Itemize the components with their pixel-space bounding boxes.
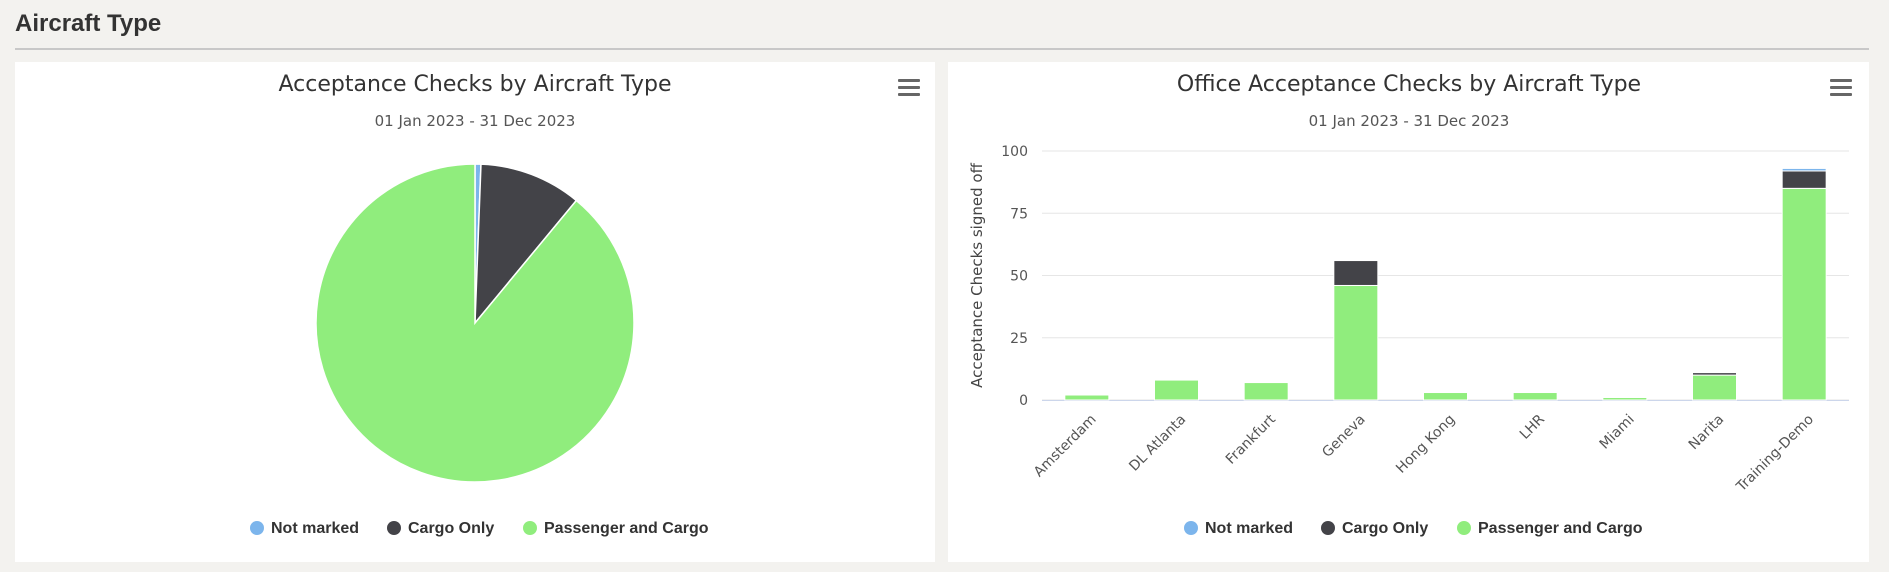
pie-legend-item-cargo-only[interactable]: Cargo Only — [387, 520, 494, 537]
pie-chart-title: Acceptance Checks by Aircraft Type — [279, 72, 672, 97]
y-tick-label: 25 — [1010, 331, 1028, 347]
y-tick-label: 0 — [1019, 393, 1028, 409]
y-axis-title: Acceptance Checks signed off — [968, 162, 986, 387]
bar-legend-item-not-marked[interactable]: Not marked — [1184, 520, 1293, 537]
legend-marker — [1457, 521, 1471, 535]
bar-lhr-passenger-and-cargo[interactable] — [1512, 392, 1558, 401]
pie-slice-passenger-and-cargo[interactable] — [315, 163, 635, 483]
pie-legend-item-passenger-and-cargo[interactable]: Passenger and Cargo — [523, 520, 709, 537]
bar-narita-passenger-and-cargo[interactable] — [1692, 374, 1737, 401]
legend-label: Passenger and Cargo — [1478, 520, 1643, 537]
bar-chart-subtitle: 01 Jan 2023 - 31 Dec 2023 — [1309, 112, 1510, 130]
legend-label: Not marked — [271, 520, 359, 537]
y-tick-label: 75 — [1010, 206, 1028, 222]
x-tick-label: DL Atlanta — [1126, 412, 1189, 475]
x-tick-label: Amsterdam — [1031, 412, 1100, 481]
bar-chart-title: Office Acceptance Checks by Aircraft Typ… — [1177, 72, 1641, 97]
legend-marker — [387, 521, 401, 535]
x-tick-label: Training-Demo — [1733, 412, 1817, 496]
legend-marker — [1184, 521, 1198, 535]
section-divider — [15, 48, 1869, 50]
bar-chart: Office Acceptance Checks by Aircraft Typ… — [968, 72, 1849, 537]
x-tick-label: Frankfurt — [1223, 411, 1280, 468]
x-tick-label: LHR — [1517, 411, 1548, 442]
bar-narita-cargo-only[interactable] — [1692, 372, 1737, 376]
pie-slice-cargo-only[interactable] — [474, 163, 578, 326]
legend-label: Not marked — [1205, 520, 1293, 537]
y-tick-label: 100 — [1001, 144, 1028, 160]
legend-label: Cargo Only — [408, 520, 494, 537]
legend-marker — [523, 521, 537, 535]
bar-amsterdam-passenger-and-cargo[interactable] — [1064, 394, 1110, 401]
legend-label: Passenger and Cargo — [544, 520, 709, 537]
pie-chart-subtitle: 01 Jan 2023 - 31 Dec 2023 — [375, 112, 576, 130]
bar-chart-menu-icon[interactable] — [1830, 79, 1852, 97]
bar-miami-passenger-and-cargo[interactable] — [1602, 397, 1648, 401]
bar-geneva-cargo-only[interactable] — [1333, 260, 1379, 286]
y-tick-label: 50 — [1010, 269, 1028, 285]
legend-marker — [250, 521, 264, 535]
bar-training-demo-cargo-only[interactable] — [1781, 170, 1827, 189]
pie-chart: Acceptance Checks by Aircraft Type 01 Jan… — [250, 72, 709, 537]
x-tick-label: Narita — [1686, 412, 1728, 454]
bar-legend-item-passenger-and-cargo[interactable]: Passenger and Cargo — [1457, 520, 1643, 537]
section-title: Aircraft Type — [15, 10, 162, 37]
bar-legend-item-cargo-only[interactable]: Cargo Only — [1321, 520, 1428, 537]
pie-chart-panel: Acceptance Checks by Aircraft Type 01 Jan… — [15, 62, 935, 562]
legend-marker — [1321, 521, 1335, 535]
bar-training-demo-passenger-and-cargo[interactable] — [1781, 187, 1827, 401]
x-tick-label: Geneva — [1319, 412, 1368, 461]
bar-dl-atlanta-passenger-and-cargo[interactable] — [1154, 379, 1199, 401]
x-tick-label: Miami — [1597, 412, 1638, 453]
bar-geneva-passenger-and-cargo[interactable] — [1333, 284, 1379, 401]
legend-label: Cargo Only — [1342, 520, 1428, 537]
bar-chart-panel: Office Acceptance Checks by Aircraft Typ… — [948, 62, 1869, 562]
bar-hong-kong-passenger-and-cargo[interactable] — [1423, 392, 1468, 401]
bar-frankfurt-passenger-and-cargo[interactable] — [1243, 382, 1289, 401]
pie-legend-item-not-marked[interactable]: Not marked — [250, 520, 359, 537]
x-tick-label: Hong Kong — [1393, 412, 1458, 477]
bar-training-demo-not-marked[interactable] — [1781, 167, 1827, 172]
pie-chart-menu-icon[interactable] — [898, 79, 920, 97]
